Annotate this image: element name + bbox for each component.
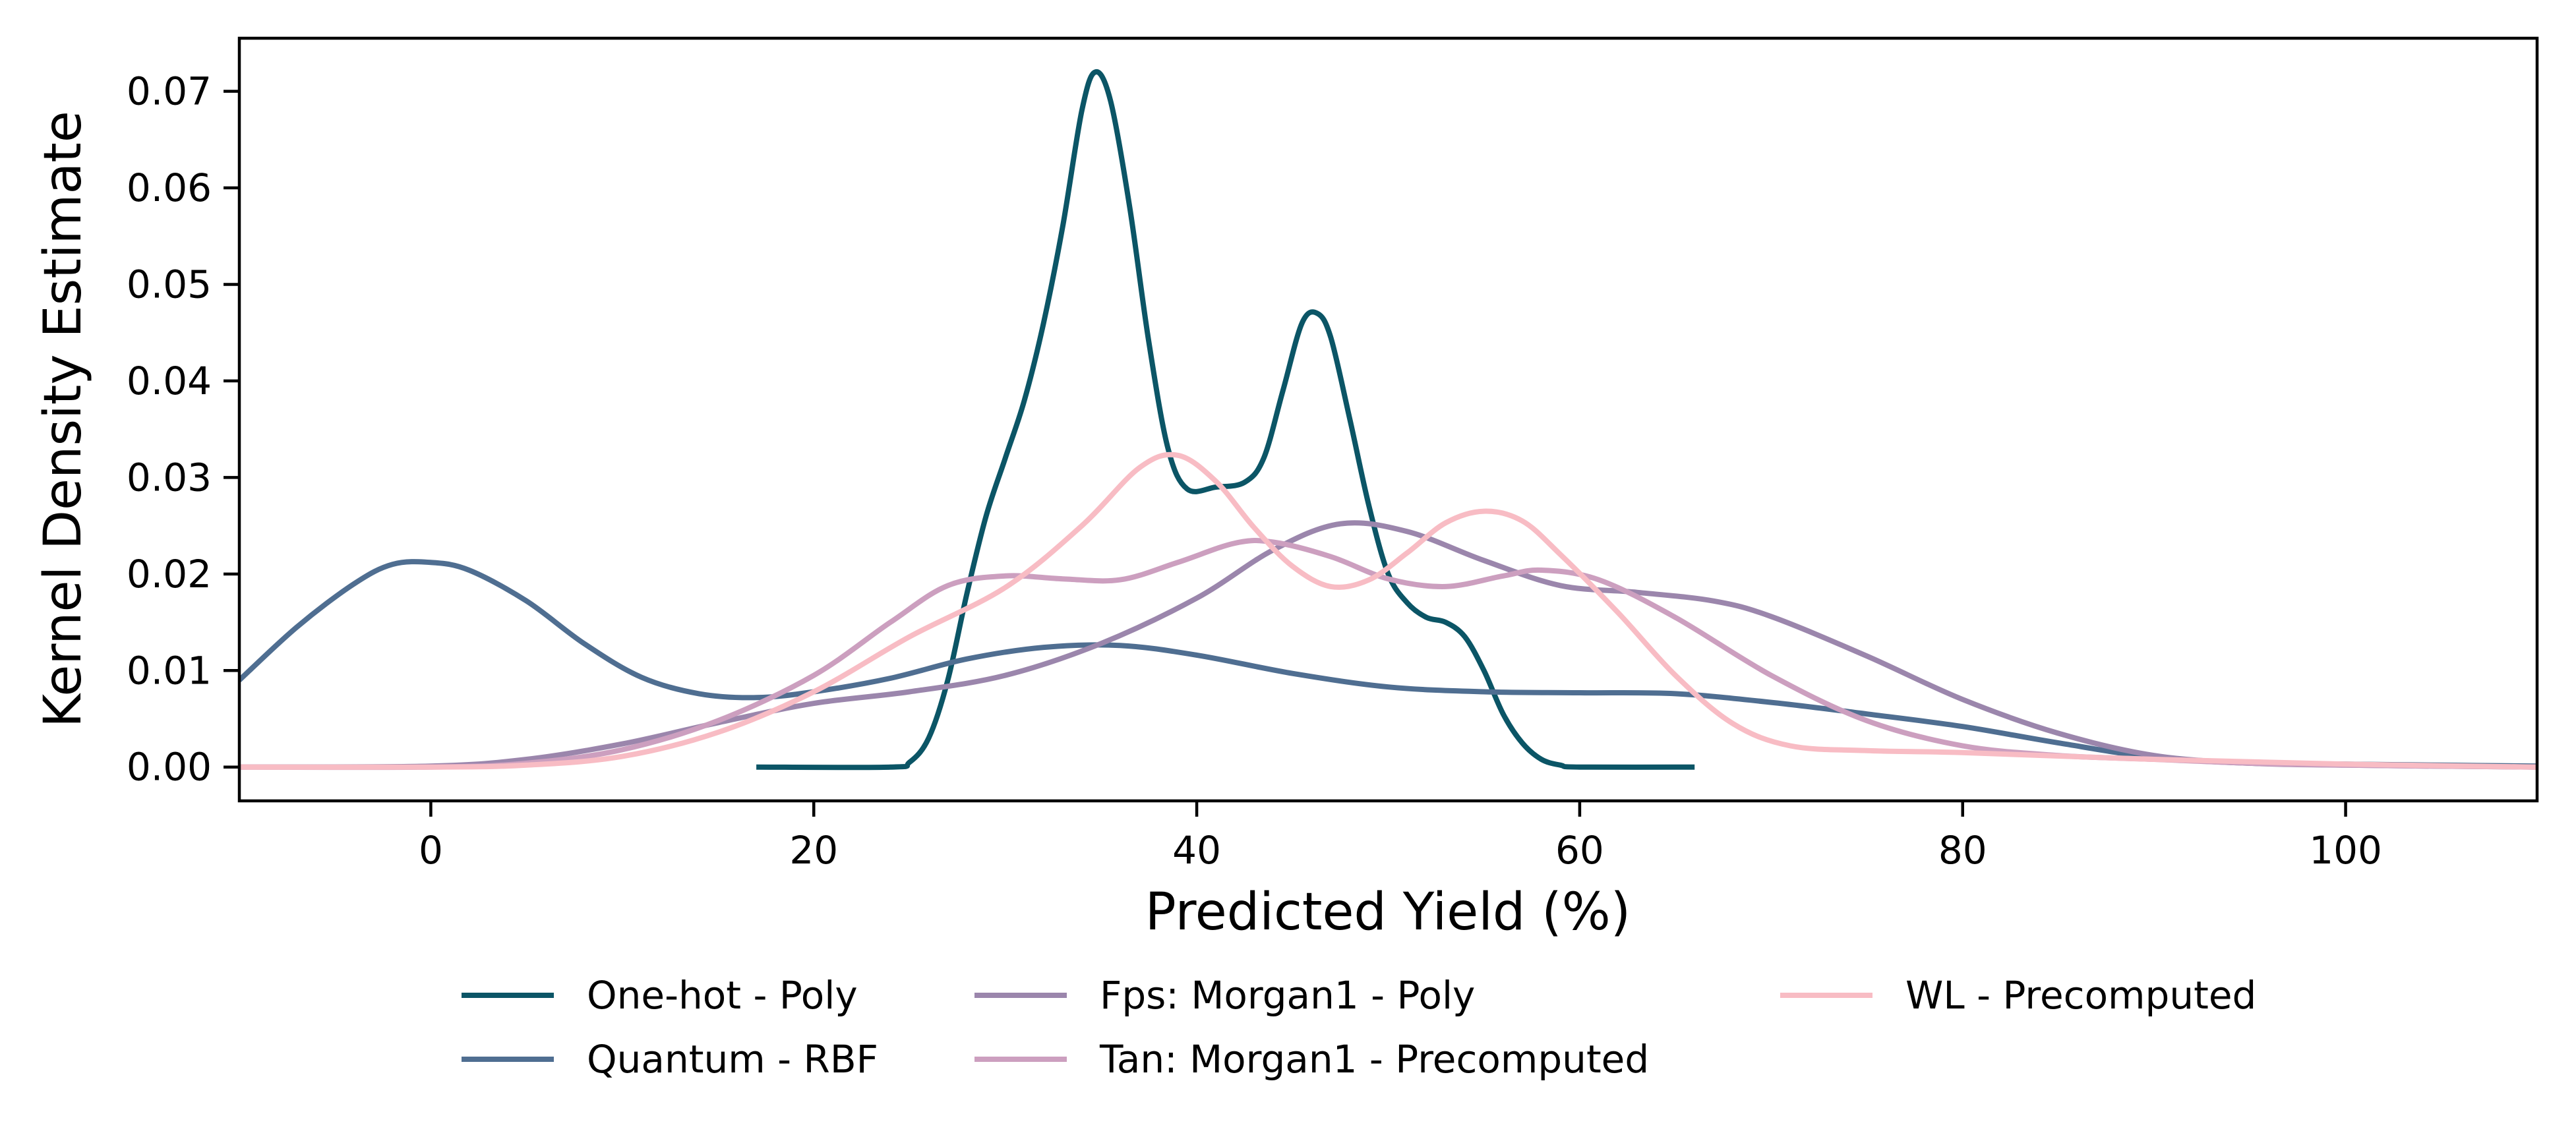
legend-label-wl-precomputed: WL - Precomputed — [1905, 973, 2256, 1018]
x-tick-label: 80 — [1938, 828, 1987, 873]
legend-label-fps-morgan1-poly: Fps: Morgan1 - Poly — [1100, 973, 1475, 1018]
y-tick-label: 0.04 — [127, 359, 212, 403]
y-tick-label: 0.02 — [127, 552, 212, 597]
y-tick-label: 0.03 — [127, 455, 212, 500]
y-tick-label: 0.01 — [127, 648, 212, 693]
series-line-one-hot-poly — [756, 69, 1695, 771]
x-axis-label: Predicted Yield (%) — [1145, 883, 1631, 942]
y-tick-label: 0.00 — [127, 745, 212, 790]
x-tick-label: 100 — [2309, 828, 2382, 873]
y-axis-ticks: 0.00 0.01 0.02 0.03 0.04 0.05 0.06 0.07 — [127, 69, 239, 790]
x-tick-label: 40 — [1172, 828, 1221, 873]
series-line-quantum-rbf — [239, 559, 2537, 769]
x-tick-label: 60 — [1555, 828, 1604, 873]
plot-frame — [237, 36, 2539, 803]
y-axis-label: Kernel Density Estimate — [34, 111, 93, 728]
y-tick-label: 0.05 — [127, 262, 212, 307]
series-layer — [239, 69, 2537, 771]
legend-label-one-hot-poly: One-hot - Poly — [587, 973, 858, 1018]
series-line-wl-precomputed — [239, 452, 2537, 770]
y-tick-label: 0.07 — [127, 69, 212, 114]
x-tick-label: 20 — [789, 828, 838, 873]
y-tick-label: 0.06 — [127, 165, 212, 210]
legend-label-tan-morgan1-precomputed: Tan: Morgan1 - Precomputed — [1099, 1037, 1649, 1082]
x-axis-ticks: 0 20 40 60 80 100 — [419, 801, 2382, 873]
legend-label-quantum-rbf: Quantum - RBF — [587, 1037, 878, 1082]
x-tick-label: 0 — [419, 828, 443, 873]
legend: One-hot - Poly Quantum - RBF Fps: Morgan1 … — [462, 973, 2256, 1082]
